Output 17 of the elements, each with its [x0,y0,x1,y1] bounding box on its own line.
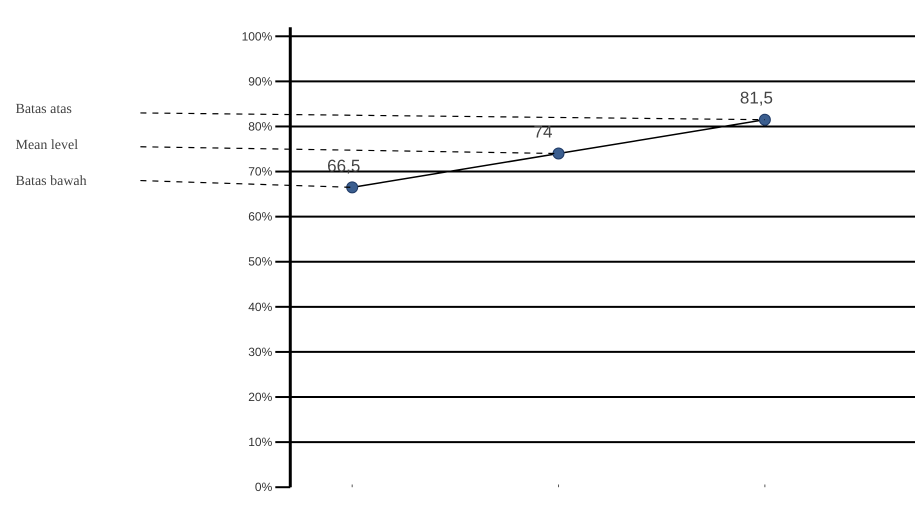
y-tick-label: 70% [248,164,273,179]
y-tick-label: 0% [254,480,273,494]
y-tick-label: 40% [248,300,273,314]
y-tick-label: 80% [248,119,273,134]
y-tick-label: 10% [248,435,273,450]
y-tick-label: 100% [242,29,273,44]
y-tick-label: 30% [248,344,273,359]
y-tick-label: 60% [248,210,273,224]
y-tick-label: 50% [248,254,273,269]
y-tick-label: 20% [248,390,273,404]
text: Batas bawah [16,174,87,189]
data-label: 66,5 [327,156,360,176]
data-label: 81,5 [740,88,773,108]
text: Mean level [16,138,78,154]
text: Batas atas [16,102,72,118]
y-tick-label: 90% [248,74,273,88]
data-label: 74 [534,122,552,142]
